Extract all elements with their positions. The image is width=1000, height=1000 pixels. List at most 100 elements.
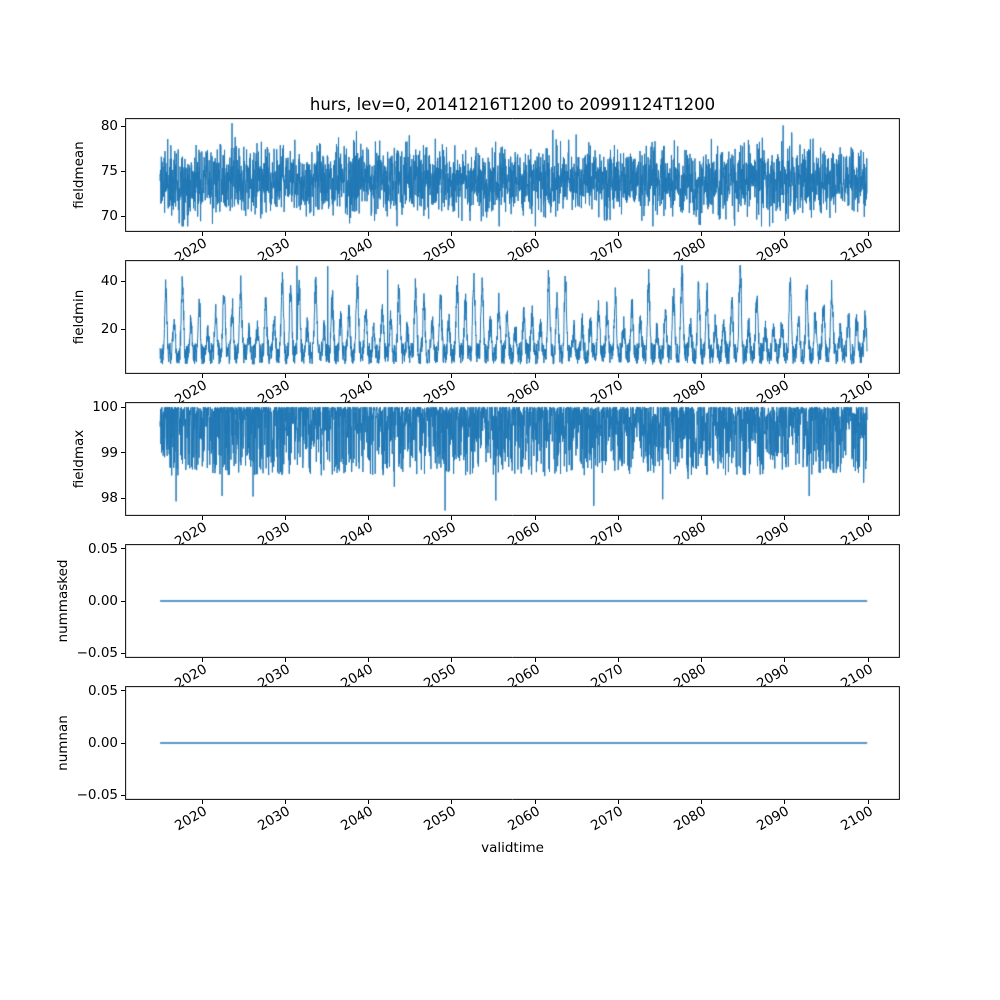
x-tick-mark bbox=[451, 658, 453, 662]
y-tick-mark bbox=[121, 452, 125, 454]
y-tick-mark bbox=[121, 497, 125, 499]
y-tick-label: 70 bbox=[100, 208, 118, 225]
y-tick-label: 0.05 bbox=[87, 683, 118, 699]
subplot-fieldmin: 20 40 2020 2030 2040 2050 2060 2070 2080 2090 2100… bbox=[71, 260, 900, 408]
y-tick-mark bbox=[121, 406, 125, 408]
y-axis-label-fieldmean: fieldmean bbox=[71, 141, 87, 209]
y-tick-mark bbox=[121, 125, 125, 127]
x-tick-mark bbox=[784, 232, 786, 236]
x-tick-label: 2100 bbox=[837, 803, 876, 835]
x-tick-label: 2040 bbox=[338, 803, 377, 835]
x-tick-mark bbox=[284, 232, 286, 236]
y-tick-mark bbox=[121, 690, 125, 692]
x-tick-mark bbox=[201, 516, 203, 520]
x-tick-mark bbox=[368, 658, 369, 662]
x-tick-mark bbox=[284, 374, 286, 378]
y-tick-label: 0.05 bbox=[87, 541, 118, 557]
x-tick-mark bbox=[867, 516, 869, 520]
y-tick-label: −0.05 bbox=[76, 645, 118, 661]
y-tick-label: −0.05 bbox=[76, 787, 118, 803]
figure-title: hurs, lev=0, 20141216T1200 to 20991124T1… bbox=[309, 95, 716, 114]
x-tick-mark bbox=[201, 232, 203, 236]
y-tick-label: 20 bbox=[100, 321, 118, 338]
y-tick-mark bbox=[121, 548, 125, 550]
x-tick-mark bbox=[867, 658, 869, 662]
x-tick-mark bbox=[701, 800, 703, 804]
x-tick-mark bbox=[867, 232, 869, 236]
y-tick-mark bbox=[121, 742, 125, 744]
x-tick-mark bbox=[701, 658, 703, 662]
x-tick-mark bbox=[368, 516, 369, 520]
x-tick-mark bbox=[451, 232, 453, 236]
y-tick-mark bbox=[121, 215, 125, 217]
x-tick-mark bbox=[534, 658, 536, 662]
x-tick-mark bbox=[368, 232, 369, 236]
x-tick-mark bbox=[867, 374, 869, 378]
x-tick-mark bbox=[617, 516, 619, 520]
x-tick-label: 2060 bbox=[504, 803, 543, 835]
x-tick-mark bbox=[534, 232, 536, 236]
x-tick-mark bbox=[201, 658, 203, 662]
y-tick-label: 40 bbox=[100, 273, 118, 290]
y-tick-label: 0.00 bbox=[87, 735, 118, 751]
x-tick-mark bbox=[617, 232, 619, 236]
x-tick-mark bbox=[701, 374, 703, 378]
x-tick-label: 2070 bbox=[588, 803, 626, 835]
x-tick-mark bbox=[617, 658, 619, 662]
x-tick-mark bbox=[784, 658, 786, 662]
y-tick-mark bbox=[121, 170, 125, 172]
series-line-canvas-nummasked bbox=[125, 544, 900, 658]
y-axis-label-fieldmin: fieldmin bbox=[71, 289, 87, 345]
x-tick-label: 2090 bbox=[754, 803, 793, 835]
y-tick-label: 100 bbox=[92, 399, 118, 416]
subplot-fieldmax: 98 99 100 2020 2030 2040 2050 2060 2070 2080 2090 2… bbox=[71, 399, 900, 550]
x-tick-mark bbox=[201, 374, 203, 378]
y-tick-mark bbox=[121, 600, 125, 602]
series-line-canvas-fieldmax bbox=[125, 402, 900, 516]
y-axis-label-numnan: numnan bbox=[55, 715, 71, 771]
x-tick-mark bbox=[784, 516, 786, 520]
subplot-numnan: −0.05 0.00 0.05 2020 2030 2040 2050 2060 2070 208… bbox=[55, 683, 900, 834]
series-line-canvas-numnan bbox=[125, 686, 900, 800]
y-tick-label: 98 bbox=[100, 490, 118, 507]
y-tick-mark bbox=[121, 652, 125, 654]
x-tick-label: 2050 bbox=[421, 803, 460, 835]
x-tick-mark bbox=[368, 800, 369, 804]
x-tick-mark bbox=[201, 800, 203, 804]
x-tick-mark bbox=[701, 516, 703, 520]
y-tick-label: 80 bbox=[100, 118, 118, 135]
x-tick-label: 2080 bbox=[671, 803, 710, 835]
y-tick-label: 99 bbox=[100, 444, 118, 461]
x-tick-mark bbox=[368, 374, 369, 378]
x-tick-mark bbox=[451, 516, 453, 520]
subplot-nummasked: −0.05 0.00 0.05 2020 2030 2040 2050 2060 2070 208… bbox=[55, 541, 900, 692]
y-tick-mark bbox=[121, 280, 125, 282]
y-tick-mark bbox=[121, 328, 125, 330]
y-tick-label: 75 bbox=[100, 163, 118, 180]
y-axis-label-nummasked: nummasked bbox=[55, 559, 71, 643]
x-tick-mark bbox=[701, 232, 703, 236]
x-tick-mark bbox=[867, 800, 869, 804]
y-tick-label: 0.00 bbox=[87, 593, 118, 609]
x-tick-mark bbox=[534, 374, 536, 378]
subplot-fieldmean: 70 75 80 2020 2030 2040 2050 2060 2070 2080 2090 21… bbox=[71, 118, 900, 266]
x-tick-mark bbox=[451, 374, 453, 378]
x-tick-label: 2030 bbox=[255, 803, 293, 835]
x-tick-mark bbox=[451, 800, 453, 804]
x-tick-mark bbox=[284, 516, 286, 520]
x-tick-mark bbox=[284, 800, 286, 804]
y-tick-mark bbox=[121, 794, 125, 796]
x-tick-mark bbox=[284, 658, 286, 662]
x-tick-label: 2020 bbox=[171, 803, 210, 835]
x-tick-mark bbox=[784, 800, 786, 804]
series-line-canvas-fieldmin bbox=[125, 260, 900, 374]
x-tick-mark bbox=[784, 374, 786, 378]
x-tick-mark bbox=[534, 800, 536, 804]
series-line-canvas-fieldmean bbox=[125, 118, 900, 232]
x-tick-mark bbox=[617, 800, 619, 804]
x-tick-mark bbox=[617, 374, 619, 378]
y-axis-label-fieldmax: fieldmax bbox=[71, 429, 87, 489]
x-axis-label: validtime bbox=[481, 840, 544, 856]
x-tick-mark bbox=[534, 516, 536, 520]
